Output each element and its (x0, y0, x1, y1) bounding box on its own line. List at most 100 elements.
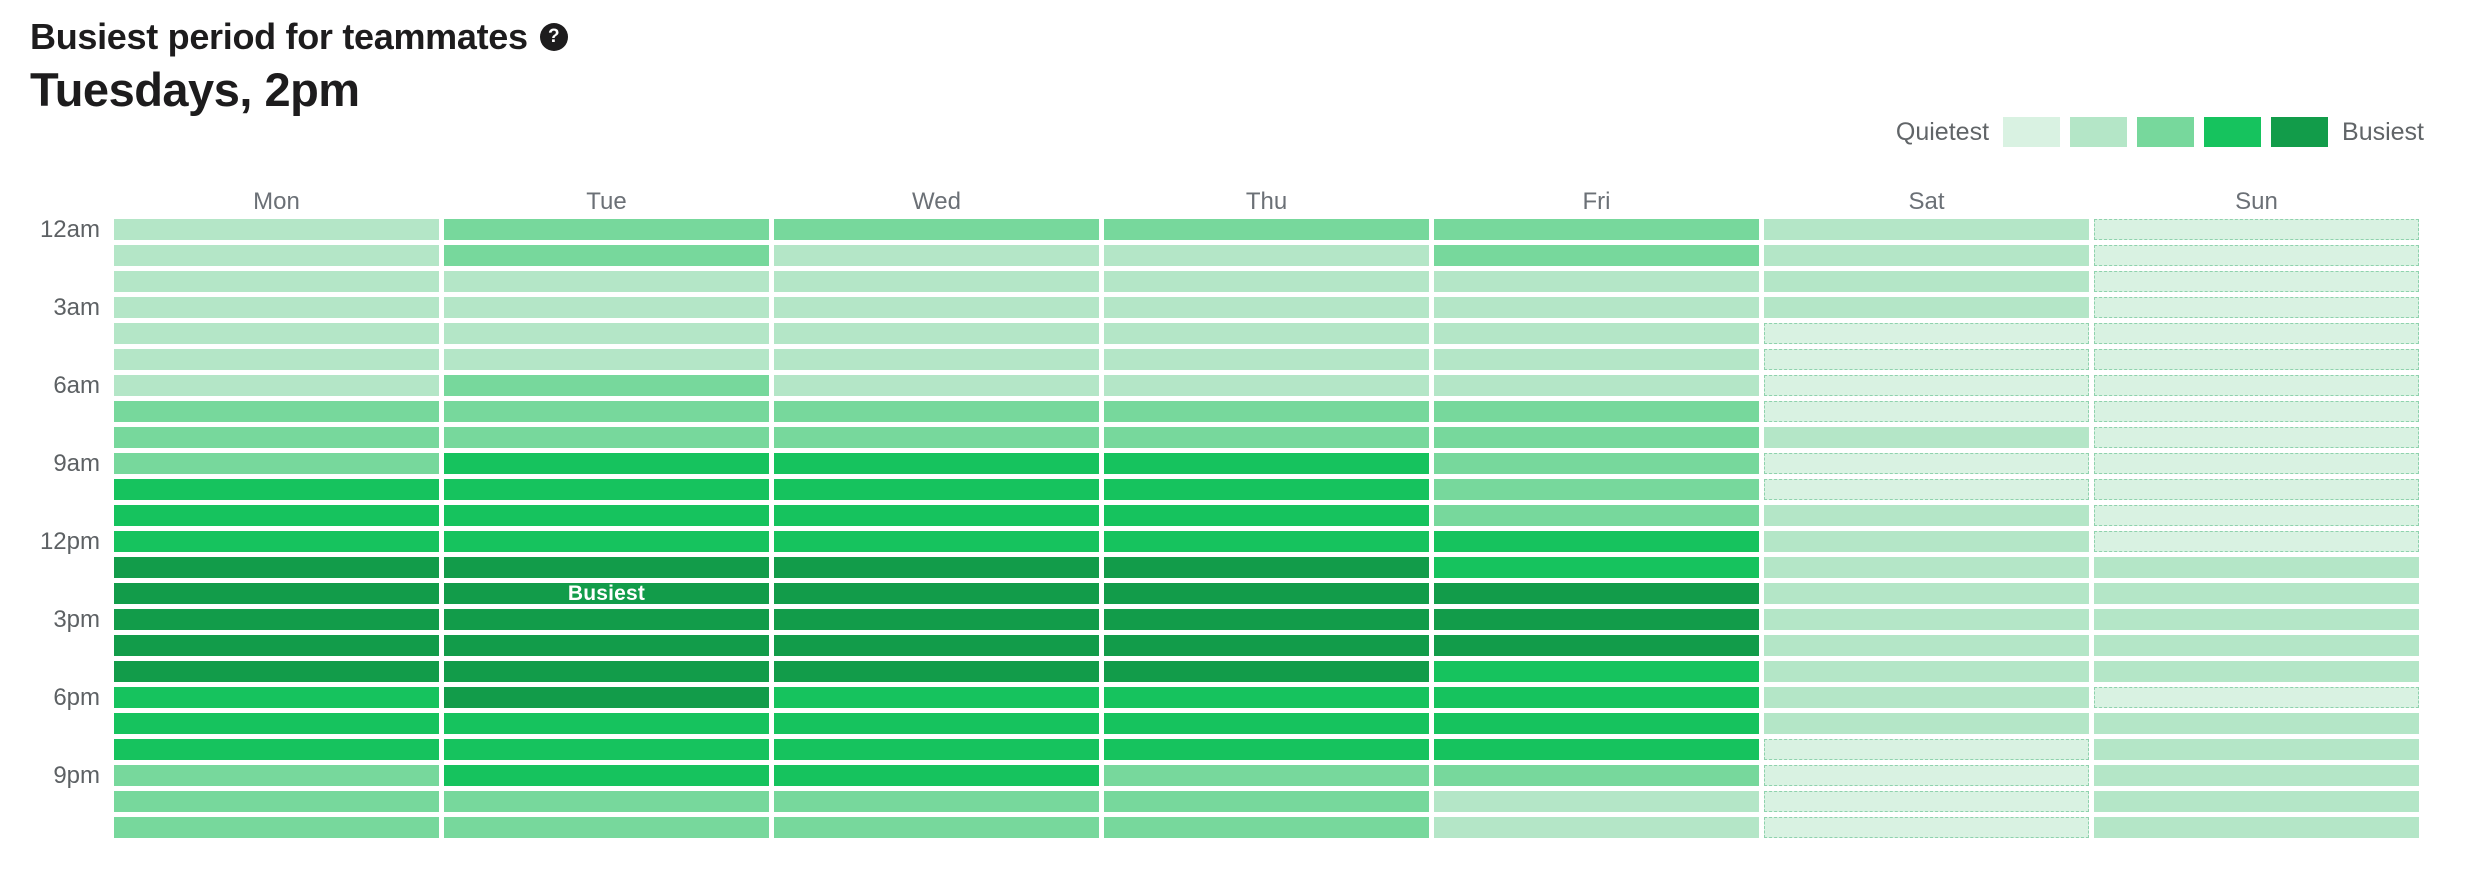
heatmap-cell-tue-8am[interactable] (444, 427, 769, 448)
heatmap-cell-sat-6pm[interactable] (1764, 687, 2089, 708)
heatmap-cell-wed-9pm[interactable] (774, 765, 1099, 786)
heatmap-cell-tue-10am[interactable] (444, 479, 769, 500)
heatmap-cell-tue-3am[interactable] (444, 297, 769, 318)
heatmap-cell-thu-7am[interactable] (1104, 401, 1429, 422)
heatmap-cell-sun-4pm[interactable] (2094, 635, 2419, 656)
heatmap-cell-wed-8pm[interactable] (774, 739, 1099, 760)
heatmap-cell-tue-7am[interactable] (444, 401, 769, 422)
heatmap-cell-thu-1pm[interactable] (1104, 557, 1429, 578)
heatmap-cell-thu-10am[interactable] (1104, 479, 1429, 500)
heatmap-cell-mon-11pm[interactable] (114, 817, 439, 838)
heatmap-cell-thu-7pm[interactable] (1104, 713, 1429, 734)
heatmap-cell-fri-7am[interactable] (1434, 401, 1759, 422)
heatmap-cell-wed-1pm[interactable] (774, 557, 1099, 578)
heatmap-cell-mon-9am[interactable] (114, 453, 439, 474)
heatmap-cell-mon-4pm[interactable] (114, 635, 439, 656)
heatmap-cell-fri-5am[interactable] (1434, 349, 1759, 370)
heatmap-cell-thu-12pm[interactable] (1104, 531, 1429, 552)
heatmap-cell-sat-1am[interactable] (1764, 245, 2089, 266)
heatmap-cell-fri-3pm[interactable] (1434, 609, 1759, 630)
heatmap-cell-sat-12pm[interactable] (1764, 531, 2089, 552)
heatmap-cell-mon-3am[interactable] (114, 297, 439, 318)
heatmap-cell-sat-2pm[interactable] (1764, 583, 2089, 604)
heatmap-cell-sun-1am[interactable] (2094, 245, 2419, 266)
heatmap-cell-wed-6pm[interactable] (774, 687, 1099, 708)
heatmap-cell-sun-3pm[interactable] (2094, 609, 2419, 630)
help-icon[interactable]: ? (539, 23, 568, 51)
heatmap-cell-wed-10pm[interactable] (774, 791, 1099, 812)
heatmap-cell-tue-11am[interactable] (444, 505, 769, 526)
heatmap-cell-sat-3am[interactable] (1764, 297, 2089, 318)
heatmap-cell-fri-11am[interactable] (1434, 505, 1759, 526)
heatmap-cell-tue-1am[interactable] (444, 245, 769, 266)
heatmap-cell-thu-2am[interactable] (1104, 271, 1429, 292)
heatmap-cell-sat-11pm[interactable] (1764, 817, 2089, 838)
heatmap-cell-fri-4pm[interactable] (1434, 635, 1759, 656)
heatmap-cell-fri-4am[interactable] (1434, 323, 1759, 344)
heatmap-cell-mon-12am[interactable] (114, 219, 439, 240)
heatmap-cell-fri-12pm[interactable] (1434, 531, 1759, 552)
heatmap-cell-sun-8am[interactable] (2094, 427, 2419, 448)
heatmap-cell-fri-2am[interactable] (1434, 271, 1759, 292)
heatmap-cell-thu-9am[interactable] (1104, 453, 1429, 474)
heatmap-cell-thu-11pm[interactable] (1104, 817, 1429, 838)
heatmap-cell-fri-6pm[interactable] (1434, 687, 1759, 708)
heatmap-cell-wed-9am[interactable] (774, 453, 1099, 474)
heatmap-cell-sat-8am[interactable] (1764, 427, 2089, 448)
heatmap-cell-tue-6am[interactable] (444, 375, 769, 396)
heatmap-cell-thu-6pm[interactable] (1104, 687, 1429, 708)
heatmap-cell-sun-2pm[interactable] (2094, 583, 2419, 604)
heatmap-cell-thu-4am[interactable] (1104, 323, 1429, 344)
heatmap-cell-wed-7am[interactable] (774, 401, 1099, 422)
heatmap-cell-wed-4am[interactable] (774, 323, 1099, 344)
heatmap-cell-wed-12am[interactable] (774, 219, 1099, 240)
heatmap-cell-mon-10pm[interactable] (114, 791, 439, 812)
heatmap-cell-thu-5am[interactable] (1104, 349, 1429, 370)
heatmap-cell-fri-10pm[interactable] (1434, 791, 1759, 812)
heatmap-cell-wed-2pm[interactable] (774, 583, 1099, 604)
heatmap-cell-wed-2am[interactable] (774, 271, 1099, 292)
heatmap-cell-sat-7am[interactable] (1764, 401, 2089, 422)
heatmap-cell-thu-12am[interactable] (1104, 219, 1429, 240)
heatmap-cell-thu-8am[interactable] (1104, 427, 1429, 448)
heatmap-cell-fri-8am[interactable] (1434, 427, 1759, 448)
heatmap-cell-sun-1pm[interactable] (2094, 557, 2419, 578)
heatmap-cell-fri-1pm[interactable] (1434, 557, 1759, 578)
heatmap-cell-sat-5am[interactable] (1764, 349, 2089, 370)
heatmap-cell-sat-9pm[interactable] (1764, 765, 2089, 786)
heatmap-cell-mon-3pm[interactable] (114, 609, 439, 630)
heatmap-cell-mon-2am[interactable] (114, 271, 439, 292)
heatmap-cell-tue-8pm[interactable] (444, 739, 769, 760)
heatmap-cell-wed-1am[interactable] (774, 245, 1099, 266)
heatmap-cell-wed-6am[interactable] (774, 375, 1099, 396)
heatmap-cell-fri-6am[interactable] (1434, 375, 1759, 396)
heatmap-cell-sat-3pm[interactable] (1764, 609, 2089, 630)
heatmap-cell-tue-5am[interactable] (444, 349, 769, 370)
heatmap-cell-tue-5pm[interactable] (444, 661, 769, 682)
heatmap-cell-mon-6pm[interactable] (114, 687, 439, 708)
heatmap-cell-sun-6pm[interactable] (2094, 687, 2419, 708)
heatmap-cell-tue-4pm[interactable] (444, 635, 769, 656)
heatmap-cell-mon-8pm[interactable] (114, 739, 439, 760)
heatmap-cell-thu-9pm[interactable] (1104, 765, 1429, 786)
heatmap-cell-sat-8pm[interactable] (1764, 739, 2089, 760)
heatmap-cell-tue-9am[interactable] (444, 453, 769, 474)
heatmap-cell-mon-8am[interactable] (114, 427, 439, 448)
heatmap-cell-fri-8pm[interactable] (1434, 739, 1759, 760)
heatmap-cell-sun-2am[interactable] (2094, 271, 2419, 292)
heatmap-cell-thu-10pm[interactable] (1104, 791, 1429, 812)
heatmap-cell-thu-2pm[interactable] (1104, 583, 1429, 604)
heatmap-cell-tue-10pm[interactable] (444, 791, 769, 812)
heatmap-cell-sun-9am[interactable] (2094, 453, 2419, 474)
heatmap-cell-fri-3am[interactable] (1434, 297, 1759, 318)
heatmap-cell-mon-5am[interactable] (114, 349, 439, 370)
heatmap-cell-sat-1pm[interactable] (1764, 557, 2089, 578)
heatmap-cell-tue-12pm[interactable] (444, 531, 769, 552)
heatmap-cell-thu-5pm[interactable] (1104, 661, 1429, 682)
heatmap-cell-sun-3am[interactable] (2094, 297, 2419, 318)
heatmap-cell-sat-12am[interactable] (1764, 219, 2089, 240)
heatmap-cell-sun-5pm[interactable] (2094, 661, 2419, 682)
heatmap-cell-tue-7pm[interactable] (444, 713, 769, 734)
heatmap-cell-sun-10am[interactable] (2094, 479, 2419, 500)
heatmap-cell-tue-3pm[interactable] (444, 609, 769, 630)
